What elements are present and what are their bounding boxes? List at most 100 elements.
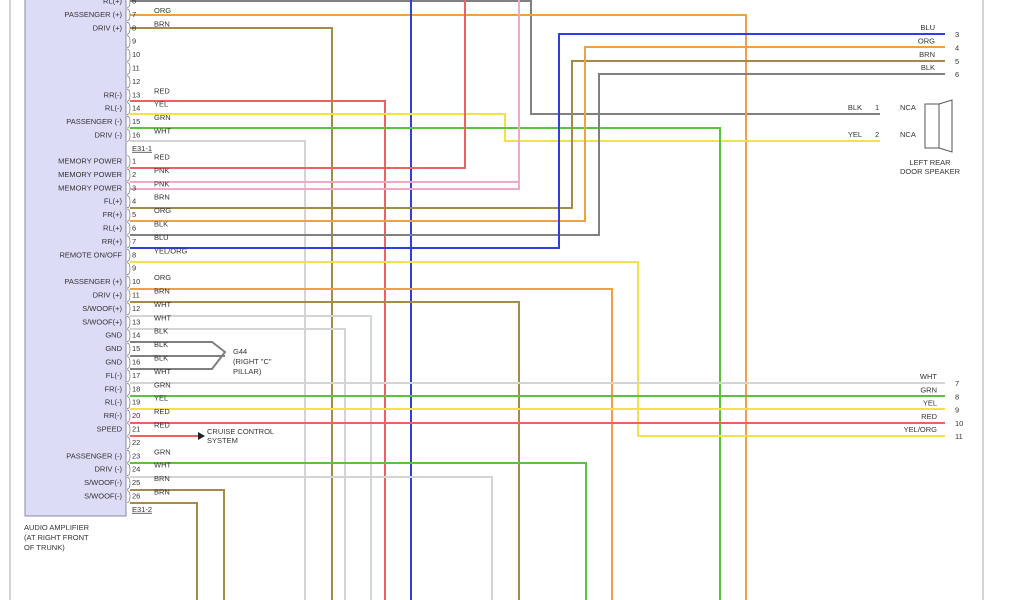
wire-color: GRN [154,380,171,389]
wire-color: BRN [154,19,170,28]
pin-function: FR(+) [103,210,123,219]
pin-number: 10 [955,419,963,428]
pin-bracket [126,275,131,289]
pin-number: 10 [132,277,140,286]
pin-bracket [126,262,131,275]
pin-number: 7 [132,237,136,246]
wire-color: WHT [154,313,171,322]
pin-number: 23 [132,451,140,460]
wire-color: WHT [154,126,171,135]
pin-number: 8 [132,250,136,259]
wire-color: BLK [921,63,935,72]
pin-bracket [126,463,131,476]
pin-bracket [126,155,131,168]
wire-color: BLK [154,327,168,336]
wire-color: YEL/ORG [154,246,188,255]
pin-function: S/WOOF(-) [84,491,122,500]
connector-tag: NCA [900,103,916,112]
pin-number: 18 [132,384,140,393]
pin-function: GND [105,357,122,366]
connector-tag: NCA [900,130,916,139]
amplifier-label: AUDIO AMPLIFIER [24,523,90,532]
pin-number: 6 [955,70,959,79]
pin-number: 7 [955,379,959,388]
pin-number: 12 [132,77,140,86]
pin-number: 17 [132,371,140,380]
wire-color: BLK [154,353,168,362]
wire-color: RED [154,86,170,95]
pin-bracket [126,35,131,48]
wire-color: ORG [154,206,171,215]
pin-bracket [126,476,131,490]
pin-bracket [126,450,131,463]
pin-function: DRIV (+) [93,23,123,32]
pin-function: PASSENGER (-) [66,117,122,126]
pin-bracket [126,75,131,89]
pin-bracket [126,249,131,262]
pin-number: 5 [955,57,959,66]
wire-color: GRN [154,447,171,456]
cruise-label: CRUISE CONTROL [207,427,274,436]
wire-color: YEL [923,399,937,408]
wire-color: YEL/ORG [904,425,938,434]
wire-color: ORG [918,36,935,45]
pin-number: 11 [132,63,140,72]
wire-color: BLK [848,103,862,112]
pin-number: 3 [955,30,959,39]
pin-number: 15 [132,117,140,126]
pin-bracket [126,62,131,75]
pin-bracket [126,235,131,249]
pin-bracket [126,423,131,436]
pin-function: FL(-) [106,371,123,380]
pin-bracket [126,129,131,142]
pin-function: REMOTE ON/OFF [60,250,123,259]
pin-number: 21 [132,424,140,433]
ground-label: (RIGHT "C" [233,357,272,366]
pin-bracket [126,0,131,8]
wire-color: BRN [919,50,935,59]
pin-number: 7 [132,10,136,19]
pin-bracket [126,168,131,182]
wire-color: BLK [154,0,168,1]
pin-function: GND [105,331,122,340]
pin-number: 5 [132,210,136,219]
pin-bracket [126,222,131,235]
pin-function: PASSENGER (+) [64,10,122,19]
pin-number: 26 [132,491,140,500]
pin-number: 19 [132,398,140,407]
pin-function: S/WOOF(-) [84,478,122,487]
wire-color: RED [154,407,170,416]
pin-number: 13 [132,317,140,326]
wires [130,0,953,600]
pin-function: RR(+) [102,237,123,246]
speaker-label: LEFT REAR [909,158,951,167]
wire-color: PNK [154,166,169,175]
pin-function: MEMORY POWER [58,183,122,192]
pin-function: DRIV (+) [93,290,123,299]
pin-function: PASSENGER (+) [64,277,122,286]
wire-color: PNK [154,179,169,188]
pin-function: RL(+) [103,0,122,5]
pin-number: 3 [132,183,136,192]
pin-number: 12 [132,304,140,313]
pin-bracket [126,342,131,356]
amplifier-label: OF TRUNK) [24,543,65,552]
pin-number: 15 [132,344,140,353]
pin-function: S/WOOF(+) [82,317,122,326]
pin-bracket [126,396,131,409]
pin-bracket [126,436,131,450]
wire-color: BRN [154,286,170,295]
amplifier-label: (AT RIGHT FRONT [24,533,89,542]
pin-function: RR(-) [104,90,123,99]
ground-label: PILLAR) [233,367,262,376]
pin-function: DRIV (-) [95,465,123,474]
pin-bracket [126,316,131,329]
pin-function: FR(-) [105,384,123,393]
pin-function: GND [105,344,122,353]
wire-color: WHT [154,300,171,309]
pin-number: 16 [132,130,140,139]
pin-bracket [126,490,131,503]
pin-number: 2 [132,170,136,179]
wire-color: RED [154,420,170,429]
